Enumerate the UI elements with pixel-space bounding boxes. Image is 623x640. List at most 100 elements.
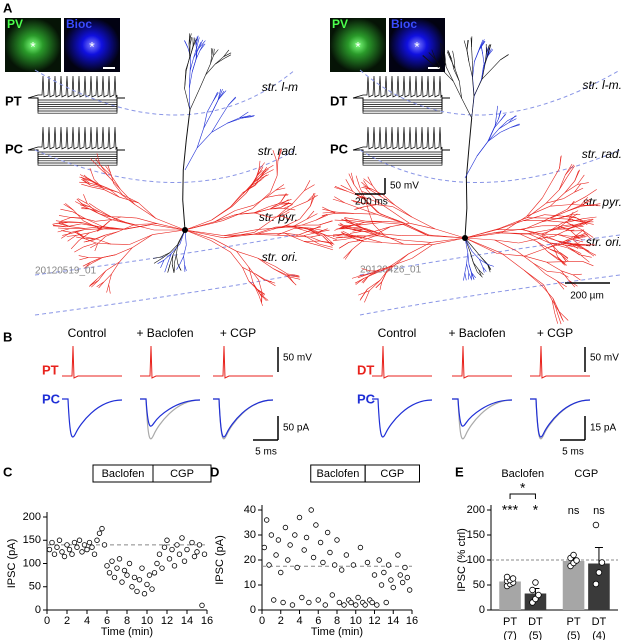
neurite [173,254,177,264]
neurite [257,257,276,267]
neurite [306,228,324,235]
y-axis-label: IPSC (pA) [214,535,226,585]
data-point [404,574,411,581]
neurite [83,236,97,240]
neurite [552,245,558,258]
neurite [551,168,560,183]
neurite [185,109,191,141]
neurite [347,220,362,226]
neurite [473,262,479,270]
neurite [303,235,320,245]
trace [452,398,513,427]
neurite [567,206,582,212]
neurite [431,49,436,60]
trace [530,345,590,379]
data-point [119,579,125,585]
neurite [254,208,271,213]
x-tick-label: 8 [124,615,130,627]
significance: ns [568,505,580,517]
trace [140,398,201,440]
neurite [466,40,469,50]
y-tick-label: 200 [467,504,485,516]
label: 5 ms [255,447,277,458]
neurite [471,251,480,260]
neurite [160,260,165,269]
label: 50 pA [283,423,309,434]
data-point [378,582,385,588]
neurite [57,227,70,229]
neurite [365,228,381,235]
label: 20120426_01 [360,265,422,276]
neurite [190,45,194,57]
neurite [136,217,158,224]
neurite [507,115,517,121]
neurite [110,172,114,184]
neurite [484,53,489,64]
label: 50 mV [283,353,312,364]
neurite [310,193,315,207]
neurite [484,52,487,64]
pv-image [5,18,61,72]
y-tick-label: 30 [244,529,256,541]
neurite [93,234,106,241]
neurite [471,272,475,280]
neurite [348,227,363,232]
data-point [282,524,289,531]
neurite [318,243,333,248]
neurite [210,48,213,56]
neurite [464,237,502,254]
neurite [261,166,268,176]
data-point [66,546,73,553]
data-point [406,587,413,593]
neurite [464,232,502,239]
neurite [339,242,350,249]
neurite [223,52,232,57]
neurite [83,194,88,204]
neurite [167,264,171,272]
neurite [372,223,385,236]
neurite [197,42,202,50]
neurite [275,187,286,191]
x-tick-label: 12 [161,615,173,627]
neurite [526,197,543,217]
neurite [99,226,123,230]
trace [353,97,450,110]
trace [372,398,433,438]
neurite [501,215,527,234]
data-point [114,565,120,571]
neurite [301,219,317,226]
neurite [96,208,107,215]
trace [28,149,125,162]
neurite [403,243,433,245]
neurite [541,214,556,223]
neurite [487,48,492,57]
neurite [500,54,509,60]
neurite [552,298,558,314]
neurite [478,269,482,276]
data-point [383,599,389,606]
neurite [317,228,328,233]
neurite [402,224,429,236]
neurite [379,265,395,270]
neurite [184,147,198,171]
data-point [139,565,145,571]
neurite [487,128,495,142]
data-point [385,562,392,568]
neurite [86,262,94,267]
neurite [367,176,373,186]
data-point [278,569,284,576]
neurite [183,256,185,265]
x-tick-label: 14 [387,615,399,627]
neurite [272,150,277,161]
neurite [184,229,212,241]
significance: * [533,502,539,518]
neurite [498,120,508,130]
neurite [90,158,99,167]
neurite [558,174,566,190]
neurite [563,237,578,242]
neurite [203,112,213,129]
neurite [369,230,385,236]
neurite [248,266,254,284]
neurite [471,47,473,61]
data-point [189,539,195,546]
